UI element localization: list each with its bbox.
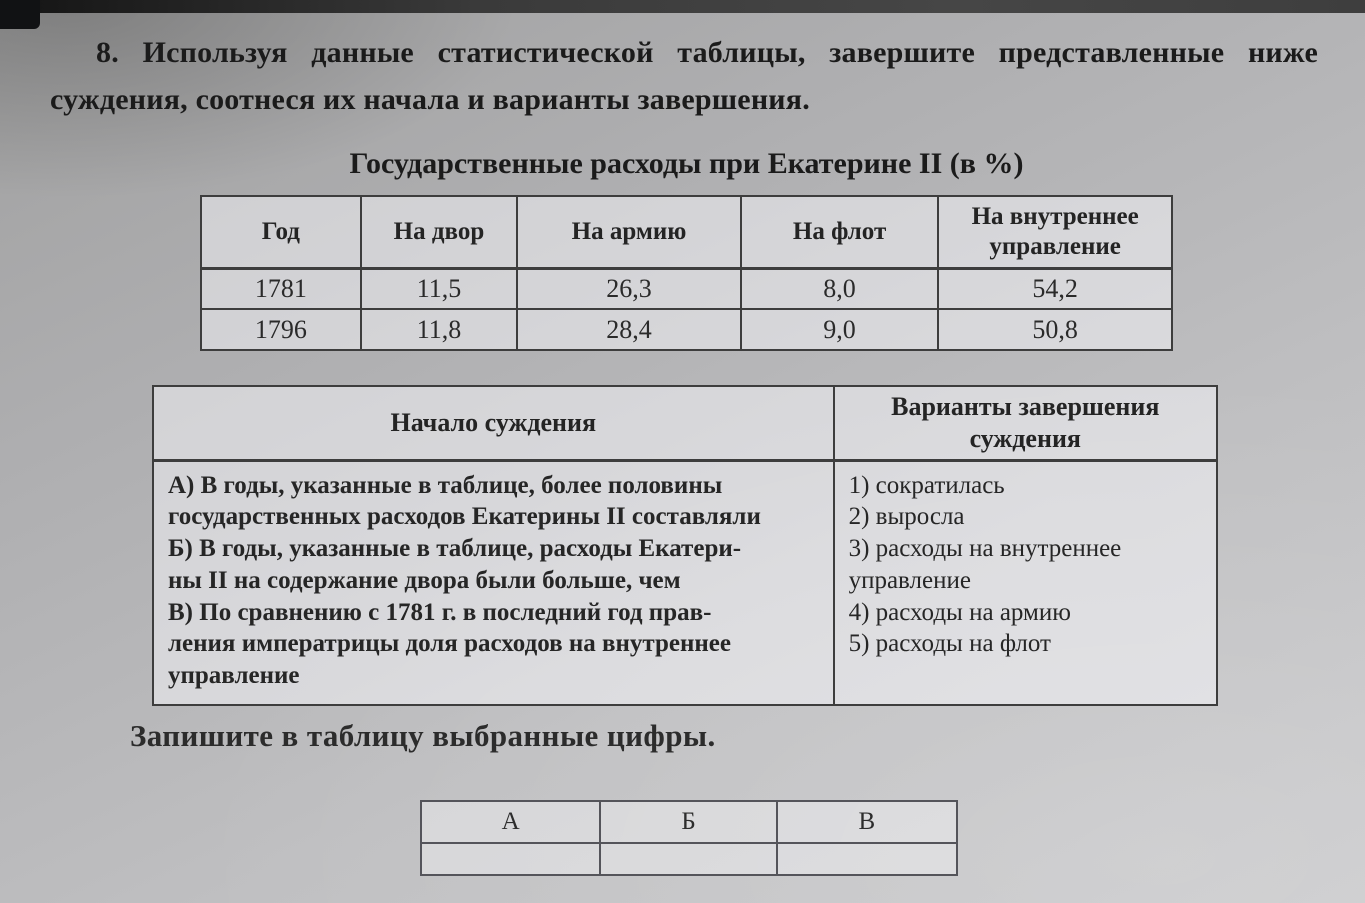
matching-header-row: Начало суждения Варианты завершения сужд…	[152, 385, 1219, 462]
cell-army: 28,4	[516, 308, 742, 351]
statement-endings: 1) сократилась 2) выросла 3) расходы на …	[832, 459, 1219, 706]
stats-table: Год На двор На армию На флот На внутренн…	[200, 195, 1173, 351]
table-row-1796: 1796 11,8 28,4 9,0 50,8	[200, 308, 1173, 351]
answer-value-row	[419, 842, 959, 876]
cell-army: 26,3	[516, 267, 742, 310]
answer-cell-v	[775, 842, 959, 876]
answer-instruction: Запишите в таблицу выбранные цифры.	[130, 718, 716, 753]
cell-fleet: 8,0	[739, 267, 940, 310]
answer-col-v: В	[775, 800, 959, 844]
question-text: 8. Используя данные статистической табли…	[50, 36, 1318, 116]
matching-col-beginnings: Начало суждения	[152, 385, 835, 462]
matching-table: Начало суждения Варианты завершения сужд…	[152, 385, 1219, 706]
table-row-1781: 1781 11,5 26,3 8,0 54,2	[200, 267, 1173, 310]
stats-col-year: Год	[200, 195, 362, 270]
stats-header-row: Год На двор На армию На флот На внутренн…	[200, 195, 1173, 270]
stats-col-fleet: На флот	[739, 195, 940, 270]
matching-content-row: А) В годы, указанные в таблице, более по…	[152, 459, 1219, 706]
answer-col-b: Б	[599, 800, 778, 844]
cell-court: 11,8	[359, 308, 519, 351]
cell-internal: 50,8	[937, 308, 1173, 351]
answer-header-row: А Б В	[419, 800, 959, 844]
photo-corner-shadow	[0, 0, 40, 29]
stats-col-army: На армию	[516, 195, 742, 270]
cell-year: 1796	[200, 308, 362, 351]
photo-top-edge	[0, 0, 1365, 13]
stats-col-court: На двор	[359, 195, 519, 270]
cell-fleet: 9,0	[739, 308, 940, 351]
cell-internal: 54,2	[937, 267, 1173, 310]
stats-table-title: Государственные расходы при Екатерине II…	[349, 147, 1024, 180]
cell-year: 1781	[200, 267, 362, 310]
answer-cell-a	[419, 842, 602, 876]
answer-table: А Б В	[419, 800, 959, 876]
matching-col-endings: Варианты завершения суждения	[832, 385, 1219, 462]
answer-cell-b	[599, 842, 778, 876]
cell-court: 11,5	[359, 267, 519, 310]
answer-col-a: А	[419, 800, 602, 844]
statement-beginnings: А) В годы, указанные в таблице, более по…	[152, 459, 835, 706]
stats-col-internal: На внутреннее управление	[937, 195, 1173, 270]
